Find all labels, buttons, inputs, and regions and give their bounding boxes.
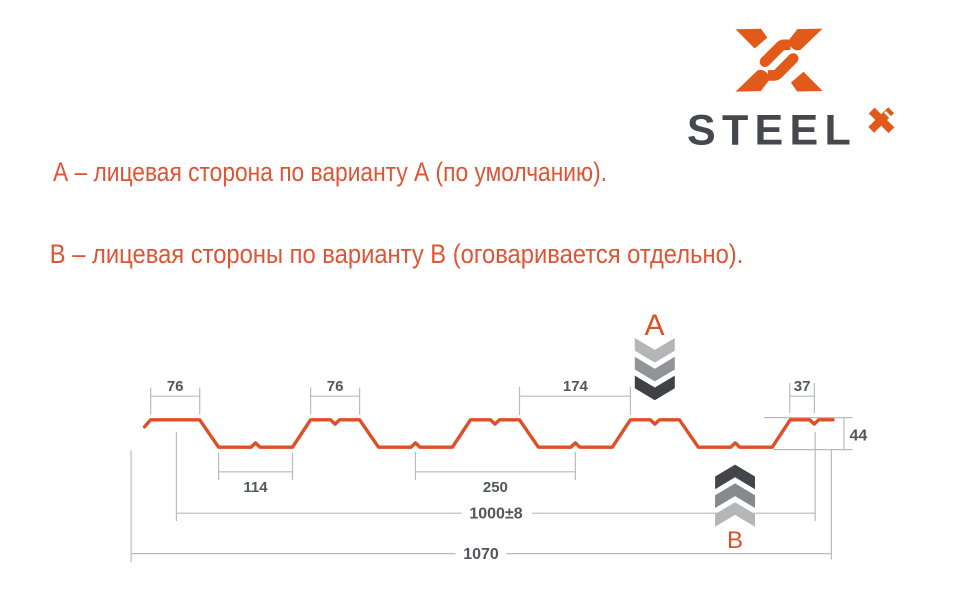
- svg-text:250: 250: [483, 479, 508, 496]
- svg-text:В: В: [727, 527, 743, 554]
- svg-text:А: А: [644, 309, 664, 342]
- svg-text:А – лицевая сторона по вариант: А – лицевая сторона по варианту А (по ум…: [53, 157, 607, 187]
- svg-text:114: 114: [243, 479, 268, 496]
- svg-text:44: 44: [850, 427, 868, 444]
- svg-text:В – лицевая стороны по вариант: В – лицевая стороны по варианту В (огова…: [50, 239, 744, 269]
- svg-text:174: 174: [563, 378, 589, 395]
- svg-text:1000±8: 1000±8: [469, 506, 522, 523]
- svg-text:1070: 1070: [463, 546, 499, 563]
- svg-text:76: 76: [167, 378, 184, 395]
- svg-text:76: 76: [327, 378, 344, 395]
- svg-text:37: 37: [794, 378, 811, 395]
- svg-text:STEEL: STEEL: [687, 107, 857, 155]
